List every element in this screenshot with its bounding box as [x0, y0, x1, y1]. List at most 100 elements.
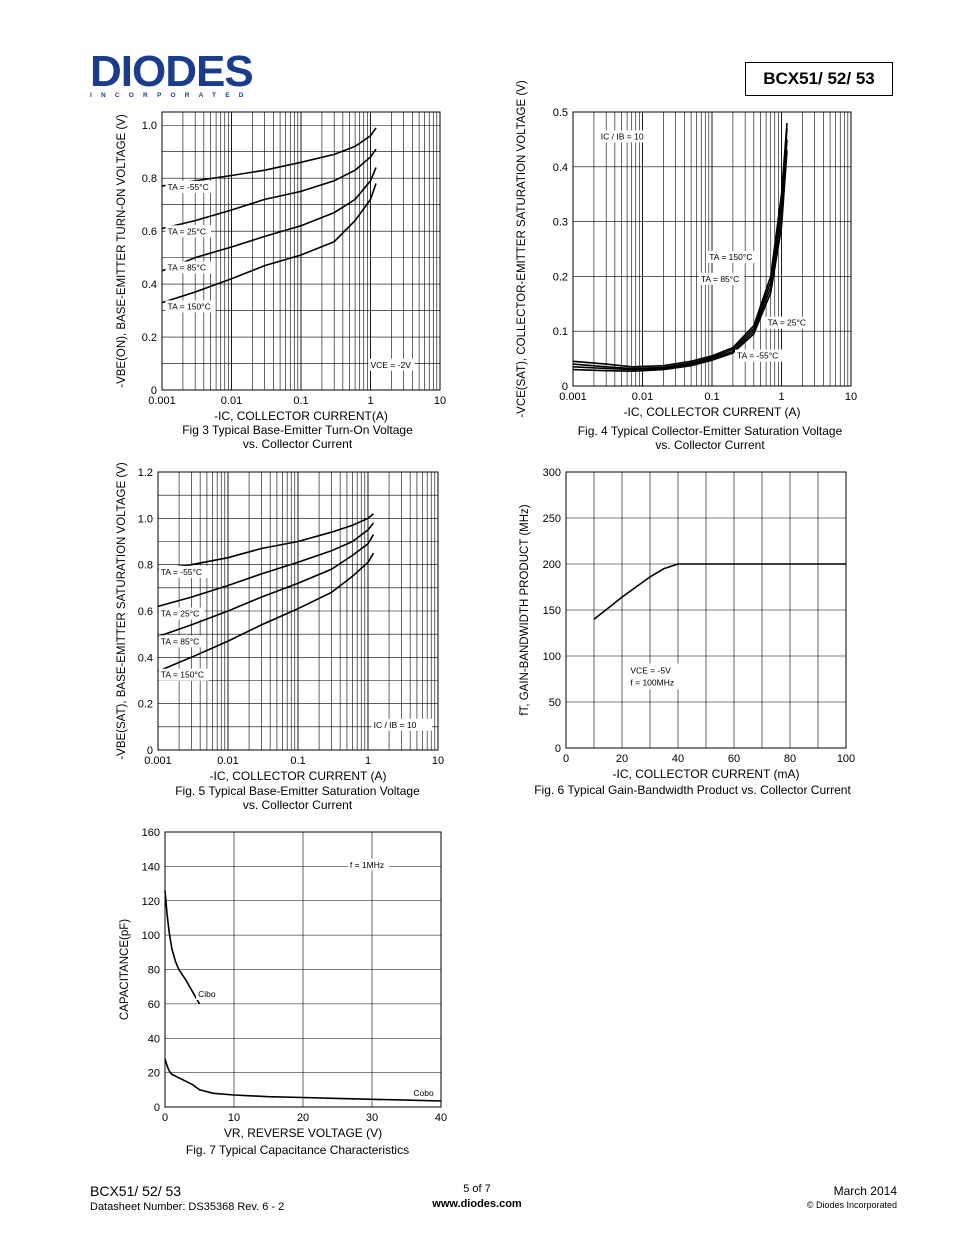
y-tick-label: 0.6: [138, 606, 153, 618]
y-tick-label: 80: [148, 965, 160, 977]
series-label-bg: [707, 250, 758, 263]
footer-datasheet: Datasheet Number: DS35368 Rev. 6 - 2: [90, 1201, 285, 1213]
x-tick-label: 20: [616, 753, 628, 765]
y-tick-label: 40: [148, 1033, 160, 1045]
y-tick-label: 0: [154, 1102, 160, 1114]
annotation-label: IC / IB = 10: [374, 720, 417, 730]
series-label-bg: [165, 180, 216, 193]
y-tick-label: 0.2: [138, 699, 153, 711]
chart-fig5: 0.001 0.01 0.1 1 10 0 0.2 0.4 0.6 0.8 1.0 1.2 -IC, C…: [116, 462, 444, 783]
x-tick-label: 0.001: [559, 391, 587, 403]
footer-page: 5 of 7: [463, 1183, 491, 1195]
grid-fig6: [565, 471, 847, 749]
series-line-0: [572, 122, 788, 368]
series-label-bg: [158, 565, 209, 578]
series-label-bg: [158, 668, 209, 681]
series-label: TA = 25°C: [768, 318, 806, 328]
y-tick-label: 0.5: [553, 107, 568, 119]
x-tick-label: 20: [297, 1112, 309, 1124]
x-tick-label: 10: [434, 395, 446, 407]
series-label: TA = 85°C: [161, 636, 199, 646]
x-tick-label: 0.01: [221, 395, 242, 407]
y-tick-label: 0.4: [138, 652, 153, 664]
y-tick-label: 0.8: [138, 560, 153, 572]
series-label-bg: [158, 607, 205, 620]
x-tick-label: 1: [367, 395, 373, 407]
chart-fig3: 0.001 0.01 0.1 1 10 0 0.2 0.4 0.6 0.8 1.0 -IC, COLL…: [116, 111, 446, 423]
annotation-line1: VCE = -5V: [630, 665, 671, 675]
y-tick-label: 140: [142, 861, 160, 873]
caption-fig7: Fig. 7 Typical Capacitance Characteristi…: [150, 1143, 445, 1157]
x-axis-label: -IC, COLLECTOR CURRENT (mA): [613, 767, 800, 781]
series-label: TA = -55°C: [168, 182, 209, 192]
y-axis-label: -VBE(SAT), BASE-EMITTER SATURATION VOLTA…: [116, 462, 128, 759]
plot-frame: [164, 831, 442, 1108]
x-tick-label: 0.001: [148, 395, 176, 407]
y-tick-label: 0: [562, 381, 568, 393]
annotation-bg: [371, 718, 432, 731]
annotation-bg: [627, 663, 684, 690]
x-axis-label: -IC, COLLECTOR CURRENT (A): [210, 769, 387, 783]
series-label: TA = 25°C: [161, 609, 199, 619]
annotation-label: VCE = -2V: [371, 360, 412, 370]
x-tick-label: 1: [778, 391, 784, 403]
chart-fig6: 0 20 40 60 80 100 0 50 100 150 200 250 300 -IC, COLLE…: [519, 467, 855, 781]
series-label-bg: [765, 316, 811, 329]
y-tick-label: 160: [142, 827, 160, 839]
chart-fig4: 0.001 0.01 0.1 1 10 0 0.1 0.2 0.3 0.4 0.5 -IC, COLL…: [516, 80, 857, 419]
caption-fig6-line1: Fig. 6 Typical Gain-Bandwidth Product vs…: [534, 783, 851, 797]
y-tick-label: 0: [151, 385, 157, 397]
y-axis-label: -VCE(SAT), COLLECTOR-EMITTER SATURATION …: [516, 80, 528, 418]
grid-fig7: [164, 831, 442, 1108]
footer-website[interactable]: www.diodes.com: [432, 1198, 522, 1210]
series-line-2: [157, 534, 375, 638]
caption-fig3-line2: vs. Collector Current: [242, 437, 353, 451]
y-tick-label: 150: [543, 605, 561, 617]
x-tick-label: 0.1: [290, 755, 305, 767]
caption-fig7-line1: Fig. 7 Typical Capacitance Characteristi…: [185, 1143, 410, 1157]
series-label: TA = -55°C: [161, 567, 202, 577]
caption-fig5: Fig. 5 Typical Base-Emitter Saturation V…: [150, 784, 445, 812]
series-label: TA = 85°C: [168, 262, 206, 272]
series-line-0: [157, 513, 375, 571]
annotation-line2: f = 100MHz: [630, 677, 674, 687]
series-line-0: [593, 563, 846, 620]
series-line-1: [161, 148, 377, 230]
y-tick-label: 0.4: [142, 279, 157, 291]
caption-fig6: Fig. 6 Typical Gain-Bandwidth Product vs…: [520, 783, 865, 797]
x-tick-label: 100: [837, 753, 855, 765]
x-tick-label: 10: [845, 391, 857, 403]
series-label: TA = 25°C: [168, 226, 206, 236]
series-label: TA = 150°C: [709, 252, 752, 262]
x-tick-label: 10: [228, 1112, 240, 1124]
caption-fig4-line1: Fig. 4 Typical Collector-Emitter Saturat…: [577, 424, 843, 438]
part-number-box: BCX51/ 52/ 53: [745, 62, 893, 96]
y-tick-label: 200: [543, 559, 561, 571]
series-label-bg: [196, 988, 219, 1000]
logo-main-text: DIODES: [90, 47, 254, 96]
plot-frame: [161, 111, 441, 391]
series-line-1: [572, 128, 788, 370]
y-tick-label: 250: [543, 513, 561, 525]
x-axis-label: -IC, COLLECTOR CURRENT (A): [624, 405, 801, 419]
grid-fig4: [572, 111, 851, 387]
x-tick-label: 0.1: [293, 395, 308, 407]
x-tick-label: 1: [365, 755, 371, 767]
y-tick-label: 1.0: [138, 513, 153, 525]
series-line-2: [572, 139, 788, 371]
y-tick-label: 20: [148, 1068, 160, 1080]
series-label: Cobo: [413, 1088, 434, 1098]
x-axis-label: -IC, COLLECTOR CURRENT(A): [214, 409, 388, 423]
footer-date: March 2014: [833, 1184, 897, 1198]
annotation-bg: [598, 130, 660, 143]
annotation-bg: [347, 858, 390, 871]
x-tick-label: 0: [162, 1112, 168, 1124]
y-tick-label: 60: [148, 999, 160, 1011]
annotation-label: f = 1MHz: [350, 860, 384, 870]
series-line-3: [572, 150, 788, 373]
x-tick-label: 10: [432, 755, 444, 767]
x-tick-label: 60: [728, 753, 740, 765]
series-line-1: [164, 1058, 442, 1102]
footer-part: BCX51/ 52/ 53: [90, 1183, 182, 1199]
logo-sub-text: INCORPORATED: [90, 92, 253, 99]
